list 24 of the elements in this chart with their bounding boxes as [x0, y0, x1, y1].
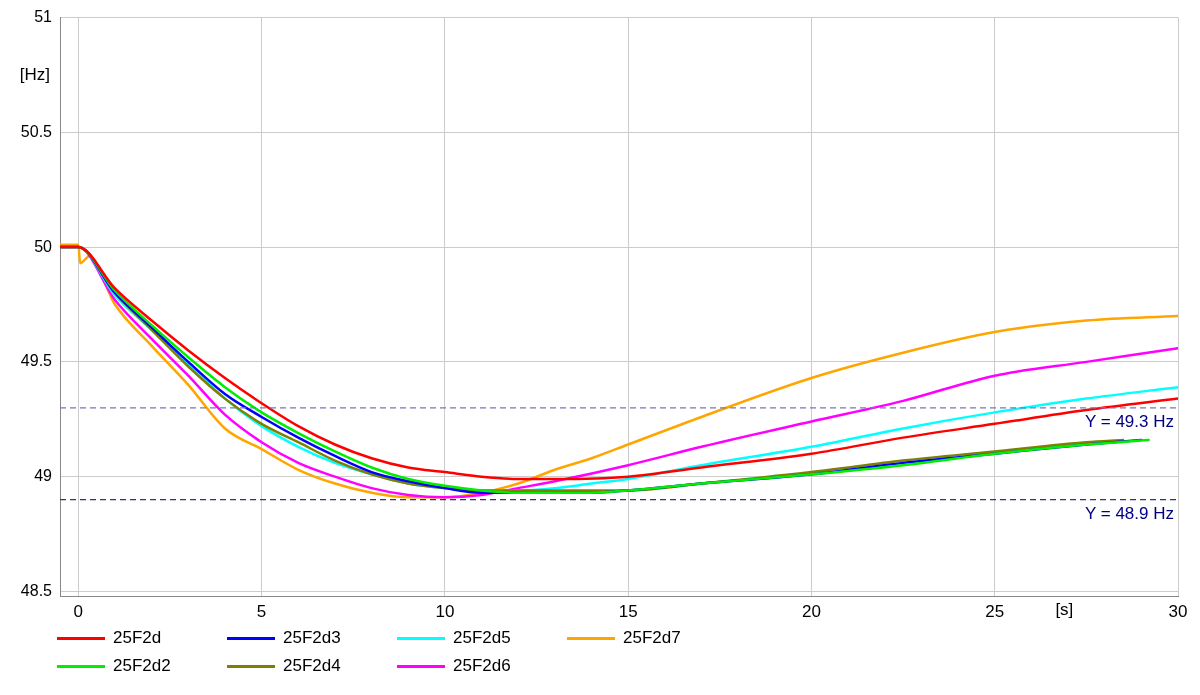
legend-label: 25F2d5: [453, 628, 511, 648]
legend-label: 25F2d: [113, 628, 162, 648]
x-tick-label: 20: [801, 601, 821, 621]
x-tick-label: 0: [73, 601, 84, 621]
x-tick-label: 30: [1168, 601, 1188, 621]
legend-label: 25F2d2: [113, 656, 171, 676]
legend-label: 25F2d7: [623, 628, 681, 648]
x-tick-label: 25: [985, 601, 1005, 621]
ref-line-label: Y = 48.9 Hz: [1085, 503, 1174, 523]
y-tick-label: 50.5: [20, 122, 53, 140]
y-tick-label: 48.5: [20, 581, 53, 599]
y-tick-label: 49.5: [20, 352, 53, 370]
legend-label: 25F2d6: [453, 656, 511, 676]
x-tick-label: 5: [256, 601, 267, 621]
y-tick-label: 51: [34, 8, 53, 26]
y-tick-label: 49: [34, 467, 53, 485]
y-tick-label: 50: [34, 237, 53, 255]
legend-label: 25F2d3: [283, 628, 341, 648]
ref-line-label: Y = 49.3 Hz: [1085, 411, 1174, 431]
x-axis-title: [s]: [1055, 600, 1074, 620]
legend-label: 25F2d4: [283, 656, 341, 676]
y-axis-title: [Hz]: [19, 64, 50, 84]
x-tick-label: 10: [435, 601, 455, 621]
x-tick-label: 15: [618, 601, 638, 621]
